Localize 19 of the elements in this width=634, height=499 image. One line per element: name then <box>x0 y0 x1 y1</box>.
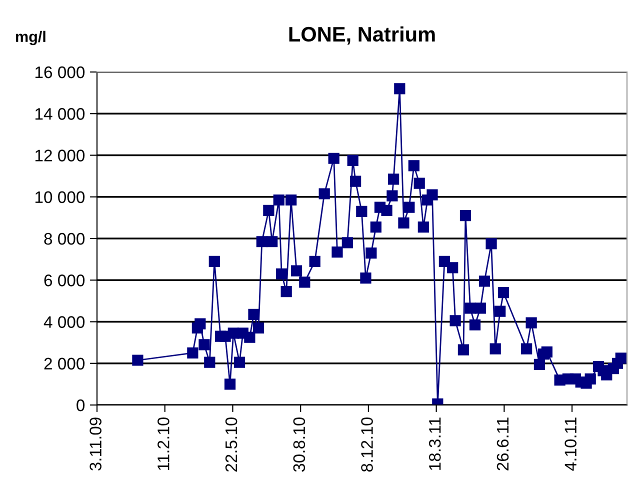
y-tick-label: 10 000 <box>35 191 85 204</box>
y-tick-label: 2 000 <box>44 358 85 370</box>
chart-title: LONE, Natrium <box>289 26 435 45</box>
y-tick-label: 12 000 <box>35 150 85 162</box>
y-tick-label: 16 000 <box>35 66 85 78</box>
y-tick-label: 8 000 <box>44 232 85 245</box>
x-tick-label: 11.2.10 <box>158 417 170 470</box>
y-tick-label: 6 000 <box>44 274 85 286</box>
x-tick-label: 30.8.10 <box>293 417 306 472</box>
x-tick-label: 22.5.10 <box>225 417 238 472</box>
y-tick-label: 14 000 <box>35 108 85 120</box>
x-tick-label: 18.3.11 <box>428 418 441 470</box>
y-tick-label: 0 <box>76 399 85 412</box>
x-tick-label: 26.6.11 <box>496 418 509 470</box>
x-tick-label: 8.12.10 <box>361 417 373 472</box>
x-tick-label: 4.10.11 <box>564 418 577 471</box>
x-tick-label: 3.11.09 <box>90 418 102 471</box>
y-axis-title: mg/l <box>16 30 46 46</box>
y-tick-label: 4 000 <box>44 316 85 328</box>
